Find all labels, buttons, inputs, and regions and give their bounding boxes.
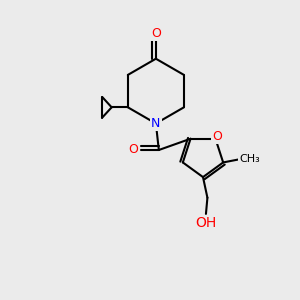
Text: O: O [128, 143, 138, 157]
Text: OH: OH [195, 216, 217, 230]
Text: O: O [212, 130, 222, 143]
Text: O: O [151, 28, 161, 40]
Text: N: N [151, 117, 160, 130]
Text: CH₃: CH₃ [239, 154, 260, 164]
